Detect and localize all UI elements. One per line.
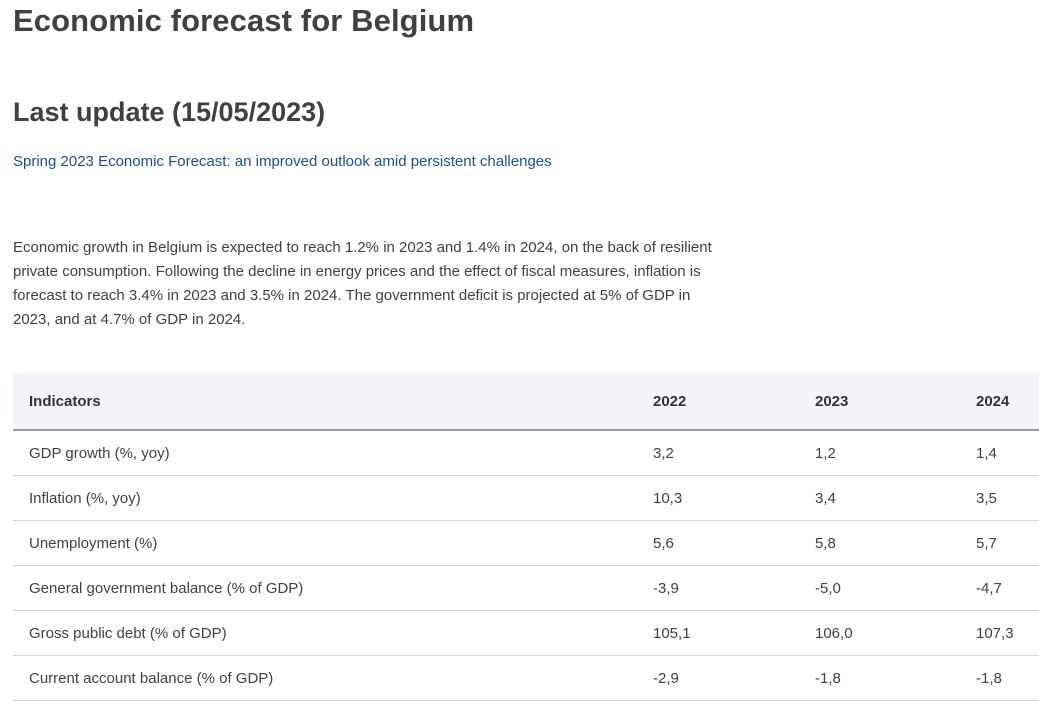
value-2024: 107,3 xyxy=(976,610,1039,656)
table-row: Inflation (%, yoy) 10,3 3,4 3,5 xyxy=(13,475,1039,521)
value-2024: 5,7 xyxy=(976,520,1039,566)
page-title: Economic forecast for Belgium xyxy=(13,3,475,38)
value-2024: 1,4 xyxy=(976,430,1039,476)
indicator-label: GDP growth (%, yoy) xyxy=(13,430,653,476)
indicator-label: General government balance (% of GDP) xyxy=(13,565,653,611)
table-row: Current account balance (% of GDP) -2,9 … xyxy=(13,655,1039,701)
last-update-heading: Last update (15/05/2023) xyxy=(13,97,326,127)
value-2022: 3,2 xyxy=(653,430,815,476)
header-year-2022: 2022 xyxy=(653,373,815,431)
table-row: Unemployment (%) 5,6 5,8 5,7 xyxy=(13,520,1039,566)
value-2023: 1,2 xyxy=(815,430,976,476)
header-indicators: Indicators xyxy=(13,373,653,431)
indicators-table: Indicators 2022 2023 2024 GDP growth (%,… xyxy=(13,373,1039,701)
indicator-label: Unemployment (%) xyxy=(13,520,653,566)
value-2024: -1,8 xyxy=(976,655,1039,701)
header-year-2024: 2024 xyxy=(976,373,1039,431)
value-2022: -2,9 xyxy=(653,655,815,701)
value-2023: 5,8 xyxy=(815,520,976,566)
indicator-label: Inflation (%, yoy) xyxy=(13,475,653,521)
value-2023: 3,4 xyxy=(815,475,976,521)
header-year-2023: 2023 xyxy=(815,373,976,431)
spring-forecast-link[interactable]: Spring 2023 Economic Forecast: an improv… xyxy=(13,153,552,170)
indicator-label: Gross public debt (% of GDP) xyxy=(13,610,653,656)
indicator-label: Current account balance (% of GDP) xyxy=(13,655,653,701)
forecast-summary: Economic growth in Belgium is expected t… xyxy=(13,239,712,328)
value-2022: -3,9 xyxy=(653,565,815,611)
value-2022: 105,1 xyxy=(653,610,815,656)
table-header-row: Indicators 2022 2023 2024 xyxy=(13,373,1039,431)
table-row: General government balance (% of GDP) -3… xyxy=(13,565,1039,611)
value-2024: -4,7 xyxy=(976,565,1039,611)
table-row: Gross public debt (% of GDP) 105,1 106,0… xyxy=(13,610,1039,656)
table-row: GDP growth (%, yoy) 3,2 1,2 1,4 xyxy=(13,430,1039,476)
value-2022: 10,3 xyxy=(653,475,815,521)
value-2022: 5,6 xyxy=(653,520,815,566)
value-2024: 3,5 xyxy=(976,475,1039,521)
value-2023: -5,0 xyxy=(815,565,976,611)
value-2023: -1,8 xyxy=(815,655,976,701)
value-2023: 106,0 xyxy=(815,610,976,656)
